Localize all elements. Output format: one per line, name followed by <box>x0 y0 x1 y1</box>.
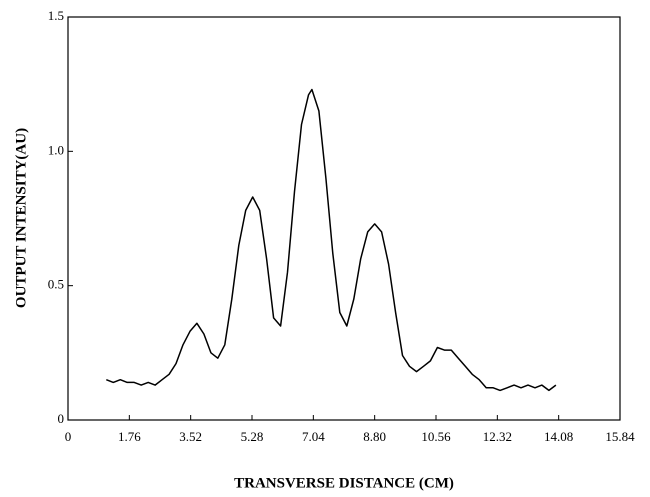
line-series <box>106 88 557 392</box>
x-tick-label: 7.04 <box>302 429 325 444</box>
y-axis-label: OUTPUT INTENSITY(AU) <box>13 128 29 308</box>
y-tick-label: 0.5 <box>48 277 64 292</box>
x-tick-label: 8.80 <box>363 429 386 444</box>
y-tick-label: 1.5 <box>48 8 64 23</box>
x-tick-label: 5.28 <box>241 429 264 444</box>
y-tick-label: 0 <box>58 411 65 426</box>
x-tick-label: 12.32 <box>483 429 512 444</box>
x-tick-label: 10.56 <box>421 429 451 444</box>
x-tick-label: 0 <box>65 429 72 444</box>
x-tick-label: 3.52 <box>179 429 202 444</box>
x-tick-label: 1.76 <box>118 429 141 444</box>
x-axis-label: TRANSVERSE DISTANCE (CM) <box>234 475 454 491</box>
x-tick-label: 14.08 <box>544 429 573 444</box>
x-tick-label: 15.84 <box>605 429 635 444</box>
y-tick-label: 1.0 <box>48 142 64 157</box>
plot-frame <box>67 16 621 421</box>
